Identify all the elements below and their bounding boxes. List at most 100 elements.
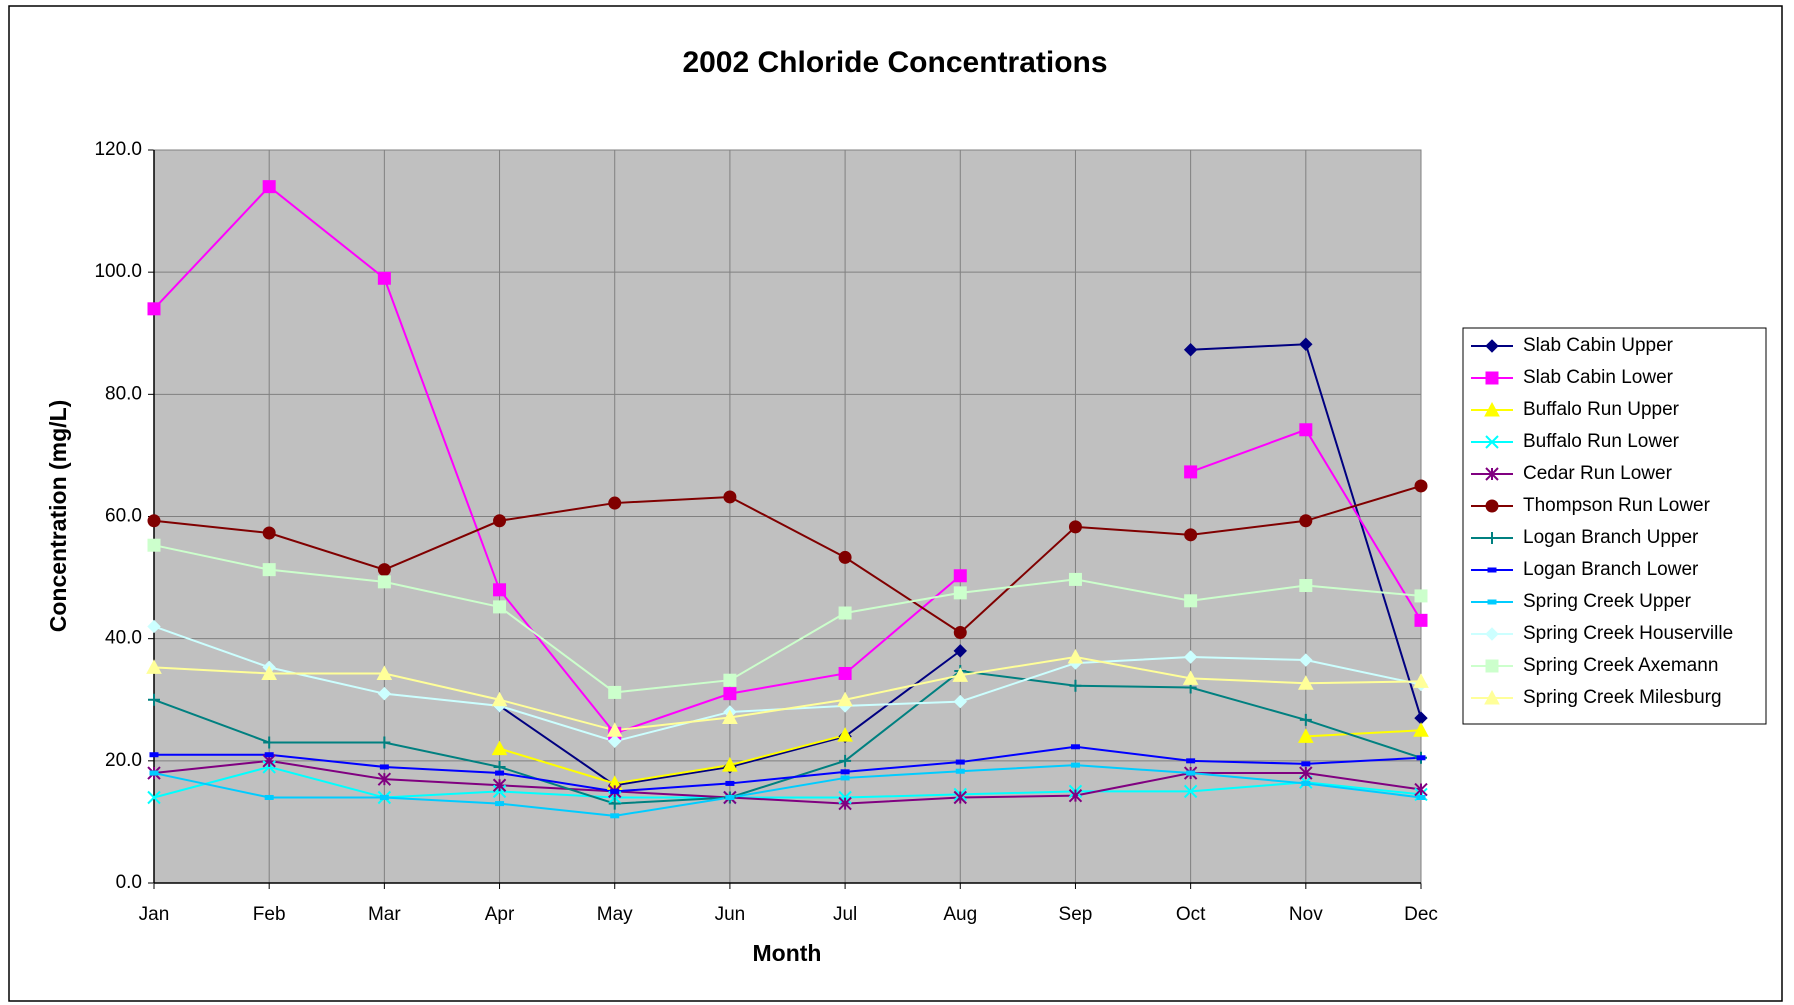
data-point — [146, 659, 162, 674]
data-point — [493, 514, 507, 528]
data-point — [1183, 343, 1198, 357]
data-point — [1299, 653, 1313, 667]
data-point — [1070, 744, 1080, 750]
data-point — [1184, 465, 1198, 479]
data-point — [1414, 589, 1428, 603]
legend-marker — [1485, 659, 1499, 673]
x-tick-label: Sep — [1059, 904, 1093, 925]
legend-label: Thompson Run Lower — [1523, 495, 1711, 516]
series-line — [499, 729, 1422, 785]
y-tick-label: 0.0 — [116, 872, 142, 893]
legend-marker — [1486, 532, 1498, 544]
data-point — [1416, 755, 1426, 761]
data-point — [1297, 675, 1314, 690]
legend-label: Slab Cabin Upper — [1523, 335, 1674, 356]
data-point — [1068, 572, 1082, 586]
data-point — [1070, 762, 1080, 768]
data-point — [1299, 514, 1313, 528]
legend-marker — [1485, 627, 1499, 641]
data-point — [608, 685, 622, 699]
data-point — [1183, 650, 1198, 664]
data-point — [492, 778, 507, 792]
data-point — [264, 752, 274, 758]
x-tick-label: Oct — [1176, 904, 1206, 925]
data-point — [610, 788, 620, 794]
data-point — [1299, 766, 1313, 780]
data-point — [262, 760, 276, 774]
data-point — [1414, 782, 1428, 797]
data-point — [149, 770, 159, 776]
legend-marker — [1485, 499, 1499, 513]
data-point — [377, 271, 391, 285]
data-point — [952, 667, 969, 682]
legend-marker — [1487, 567, 1497, 573]
data-point — [1299, 337, 1313, 351]
series-line — [153, 764, 1422, 817]
x-tick-label: Feb — [253, 904, 286, 925]
data-point — [147, 619, 161, 634]
data-point — [147, 302, 161, 316]
data-point — [608, 496, 622, 510]
y-tick-label: 20.0 — [105, 750, 142, 771]
data-point — [261, 665, 278, 680]
data-point — [608, 797, 621, 810]
data-point — [263, 736, 276, 749]
legend-box — [1462, 327, 1767, 725]
data-point — [1184, 594, 1198, 608]
data-point — [262, 180, 276, 194]
data-point — [953, 569, 967, 583]
data-point — [953, 790, 967, 805]
data-point — [606, 722, 623, 737]
x-tick-label: Jan — [139, 904, 170, 925]
y-tick-label: 120.0 — [94, 139, 142, 160]
data-point — [840, 769, 850, 775]
series-line — [153, 765, 1422, 799]
data-point — [1414, 479, 1428, 493]
data-point — [953, 586, 967, 600]
data-point — [377, 575, 391, 589]
data-point — [148, 693, 160, 706]
data-point — [1183, 784, 1198, 799]
data-point — [723, 687, 737, 701]
data-point — [262, 526, 276, 540]
data-point — [1416, 794, 1426, 800]
x-tick-label: May — [597, 904, 633, 925]
x-tick-label: Dec — [1404, 904, 1438, 925]
data-point — [1299, 579, 1313, 593]
data-point — [1068, 788, 1083, 803]
data-point — [955, 768, 965, 774]
legend-label: Cedar Run Lower — [1523, 463, 1673, 484]
data-point — [495, 770, 505, 776]
legend-marker — [1485, 371, 1499, 385]
data-point — [1186, 758, 1196, 764]
data-point — [492, 784, 507, 799]
data-point — [608, 734, 622, 748]
data-point — [147, 790, 161, 805]
data-point — [955, 759, 965, 765]
x-tick-label: Nov — [1289, 904, 1323, 925]
data-point — [1067, 648, 1084, 664]
series-line — [154, 745, 1422, 793]
legend-label: Spring Creek Upper — [1523, 591, 1692, 612]
data-point — [838, 790, 852, 805]
data-point — [1186, 770, 1196, 776]
data-point — [147, 538, 161, 552]
y-tick-label: 40.0 — [105, 628, 142, 649]
series-line — [153, 655, 1422, 732]
data-point — [1068, 520, 1082, 534]
data-point — [262, 563, 276, 577]
data-point — [838, 666, 852, 680]
series-line — [153, 544, 1422, 694]
data-point — [722, 757, 738, 772]
data-point — [264, 794, 274, 800]
data-point — [1301, 780, 1311, 786]
y-tick-label: 60.0 — [105, 506, 142, 527]
legend-label: Spring Creek Milesburg — [1523, 687, 1722, 708]
x-tick-label: Apr — [485, 904, 515, 925]
data-point — [1299, 423, 1313, 437]
data-point — [725, 794, 735, 800]
data-point — [953, 644, 967, 658]
data-point — [376, 665, 393, 680]
series-line — [153, 759, 1422, 805]
legend-label: Logan Branch Upper — [1523, 527, 1699, 548]
